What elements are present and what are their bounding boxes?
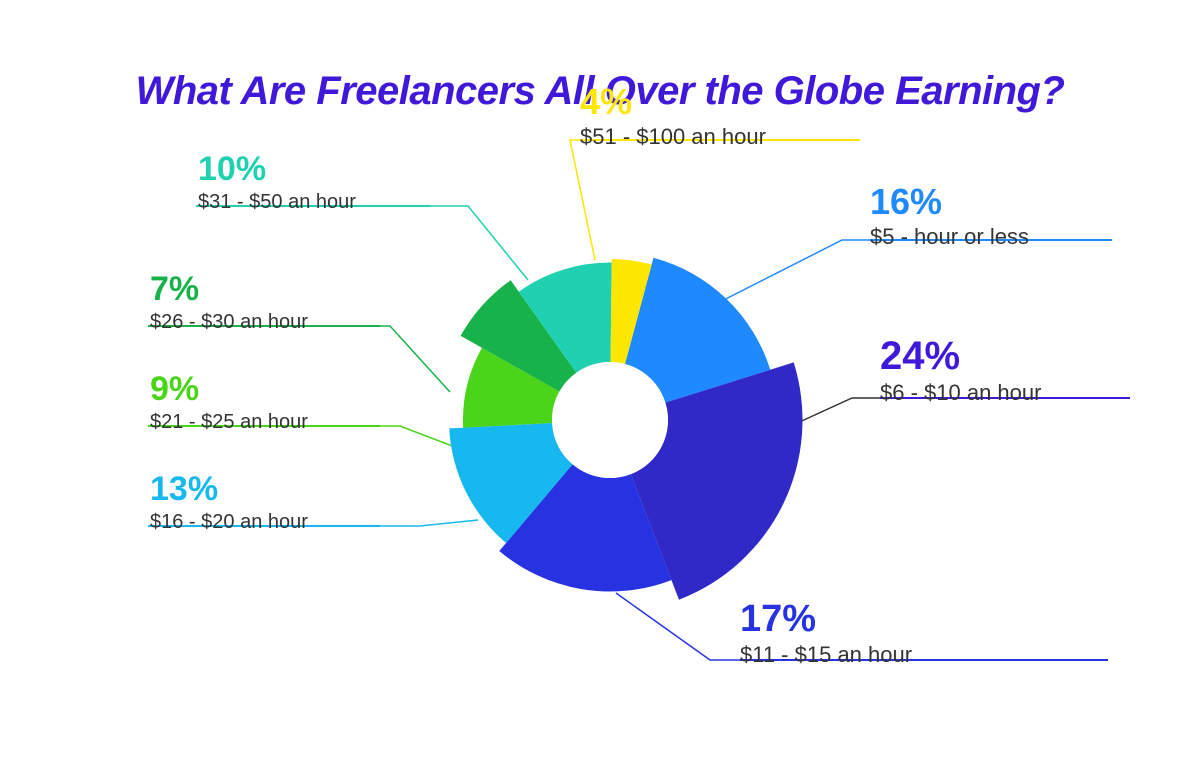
callout-desc: $16 - $20 an hour bbox=[150, 510, 308, 534]
callout-percent: 9% bbox=[150, 372, 308, 406]
callout: 16% $5 - hour or less bbox=[870, 184, 1029, 250]
pie-hole bbox=[552, 362, 668, 478]
callout-percent: 7% bbox=[150, 272, 308, 306]
callout: 7% $26 - $30 an hour bbox=[150, 272, 308, 334]
callout-percent: 4% bbox=[580, 84, 766, 120]
callout: 13% $16 - $20 an hour bbox=[150, 472, 308, 534]
chart-stage: What Are Freelancers All Over the Globe … bbox=[0, 0, 1200, 762]
callout-desc: $26 - $30 an hour bbox=[150, 310, 308, 334]
callout-percent: 13% bbox=[150, 472, 308, 506]
callout-desc: $51 - $100 an hour bbox=[580, 124, 766, 150]
callout: 4% $51 - $100 an hour bbox=[580, 84, 766, 150]
callout-percent: 10% bbox=[198, 152, 356, 186]
callout-percent: 24% bbox=[880, 336, 1041, 376]
callout-percent: 17% bbox=[740, 600, 912, 638]
callout: 10% $31 - $50 an hour bbox=[198, 152, 356, 214]
callout-desc: $11 - $15 an hour bbox=[740, 642, 912, 668]
callout-desc: $5 - hour or less bbox=[870, 224, 1029, 250]
callout: 17% $11 - $15 an hour bbox=[740, 600, 912, 668]
callout-desc: $21 - $25 an hour bbox=[150, 410, 308, 434]
callout-desc: $31 - $50 an hour bbox=[198, 190, 356, 214]
callout: 24% $6 - $10 an hour bbox=[880, 336, 1041, 406]
callout-percent: 16% bbox=[870, 184, 1029, 220]
callout-desc: $6 - $10 an hour bbox=[880, 380, 1041, 406]
callout: 9% $21 - $25 an hour bbox=[150, 372, 308, 434]
